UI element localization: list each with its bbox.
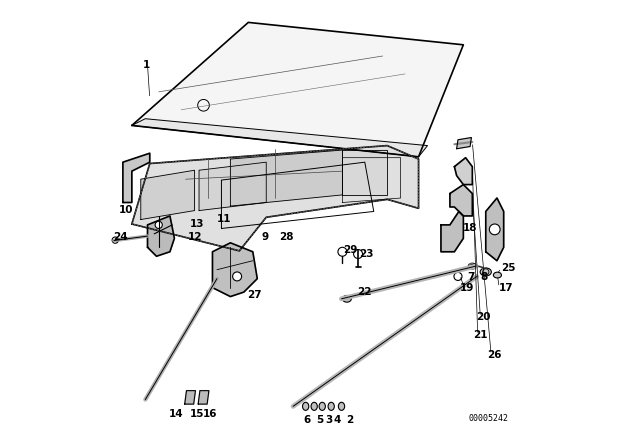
Circle shape <box>112 237 118 243</box>
Text: 23: 23 <box>360 250 374 259</box>
Text: 25: 25 <box>502 263 516 273</box>
Text: 22: 22 <box>356 287 371 297</box>
Text: 4: 4 <box>333 415 341 425</box>
Text: 9: 9 <box>262 232 269 241</box>
Circle shape <box>155 221 163 228</box>
Ellipse shape <box>342 296 351 302</box>
Text: 16: 16 <box>203 409 217 419</box>
Polygon shape <box>123 153 150 202</box>
Polygon shape <box>132 22 463 157</box>
Text: 13: 13 <box>190 219 205 229</box>
Polygon shape <box>199 162 266 211</box>
Ellipse shape <box>319 402 325 410</box>
Polygon shape <box>132 119 428 157</box>
Polygon shape <box>457 138 472 149</box>
Text: 17: 17 <box>499 283 514 293</box>
Text: 29: 29 <box>343 245 358 255</box>
Polygon shape <box>230 150 342 206</box>
Text: 21: 21 <box>473 330 488 340</box>
Circle shape <box>454 272 462 280</box>
Ellipse shape <box>311 402 317 410</box>
Text: 12: 12 <box>188 232 202 241</box>
Text: 15: 15 <box>190 409 205 419</box>
Text: 14: 14 <box>168 409 183 419</box>
Text: 10: 10 <box>119 205 134 215</box>
Polygon shape <box>441 211 463 252</box>
Polygon shape <box>486 198 504 261</box>
Text: 28: 28 <box>279 232 293 241</box>
Text: 11: 11 <box>217 214 232 224</box>
Ellipse shape <box>468 263 476 269</box>
Text: 24: 24 <box>113 232 127 241</box>
Polygon shape <box>212 243 257 297</box>
Text: 26: 26 <box>486 350 501 360</box>
Text: 5: 5 <box>316 415 324 425</box>
Polygon shape <box>450 185 472 216</box>
Polygon shape <box>198 391 209 404</box>
Polygon shape <box>342 150 387 195</box>
Polygon shape <box>148 216 174 256</box>
Ellipse shape <box>303 402 309 410</box>
Circle shape <box>353 250 362 258</box>
Polygon shape <box>141 170 195 220</box>
Text: 27: 27 <box>248 290 262 300</box>
Circle shape <box>233 272 242 281</box>
Circle shape <box>490 224 500 235</box>
Ellipse shape <box>493 272 502 278</box>
Circle shape <box>338 247 347 256</box>
Text: 18: 18 <box>463 223 477 233</box>
Text: 8: 8 <box>481 272 488 282</box>
Polygon shape <box>185 391 195 404</box>
Text: 2: 2 <box>346 415 353 425</box>
Text: 6: 6 <box>303 415 310 425</box>
Ellipse shape <box>328 402 334 410</box>
Text: 20: 20 <box>476 312 490 322</box>
Polygon shape <box>132 146 419 251</box>
Ellipse shape <box>339 402 345 410</box>
Text: 1: 1 <box>143 60 150 70</box>
Polygon shape <box>454 158 472 185</box>
Text: 7: 7 <box>467 272 474 282</box>
Ellipse shape <box>480 268 492 276</box>
Text: 3: 3 <box>325 415 333 425</box>
Text: 00005242: 00005242 <box>468 414 508 423</box>
Text: 19: 19 <box>460 283 474 293</box>
